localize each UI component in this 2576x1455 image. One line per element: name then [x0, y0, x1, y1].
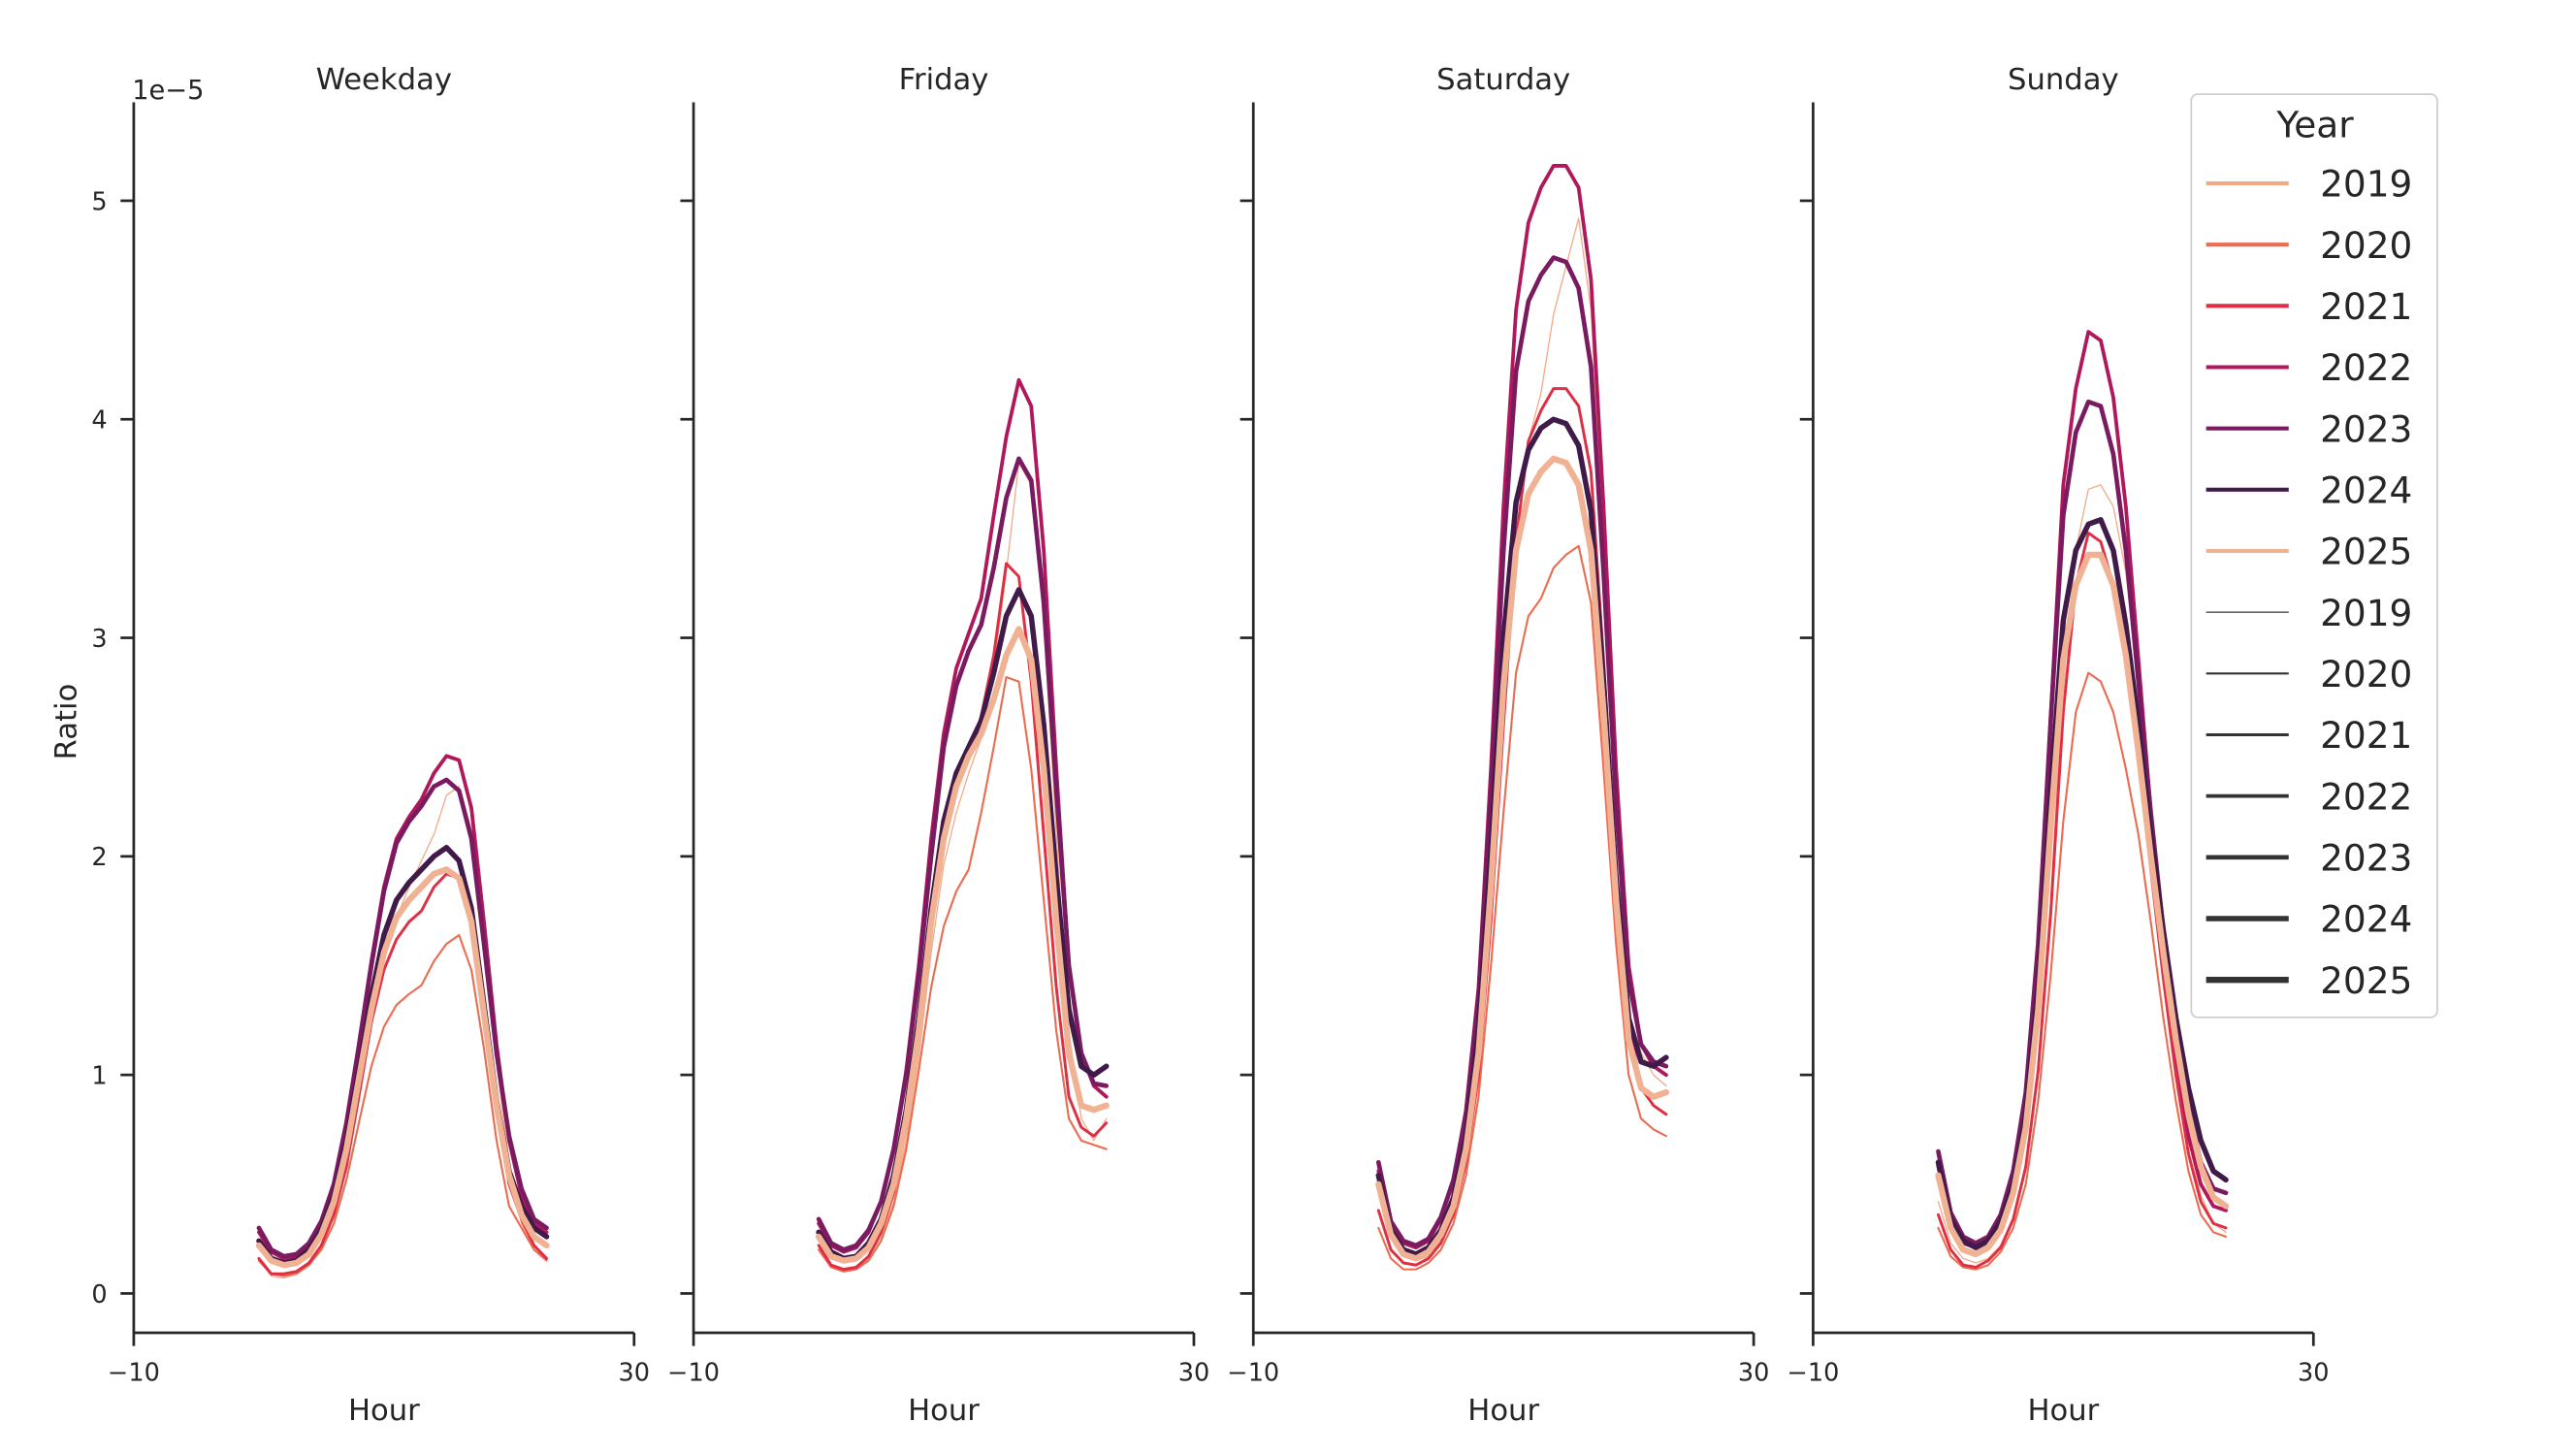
series-line-2019: [818, 462, 1108, 1273]
legend-label: 2020: [2320, 224, 2412, 267]
x-tick-label: −10: [108, 1358, 160, 1387]
series-line-2024: [1935, 517, 2229, 1250]
legend-label: 2019: [2320, 163, 2412, 206]
x-tick-label: −10: [667, 1358, 720, 1387]
series-line-2025: [255, 866, 550, 1269]
legend-label: 2021: [2320, 285, 2412, 328]
series-line-2025: [1375, 455, 1670, 1262]
y-tick-label: 3: [91, 625, 107, 654]
x-tick-label: −10: [1227, 1358, 1279, 1387]
x-tick-label: −10: [1787, 1358, 1839, 1387]
panel-title: Saturday: [1436, 63, 1570, 97]
x-axis-label: Hour: [348, 1394, 420, 1428]
series-line-2020: [1377, 544, 1667, 1271]
series-line-2025: [1935, 551, 2230, 1258]
legend-label: 2023: [2320, 836, 2412, 879]
x-axis-label: Hour: [2027, 1394, 2099, 1428]
legend-label: 2024: [2320, 469, 2412, 511]
series-line-2020: [1937, 671, 2228, 1271]
series-line-2023: [256, 777, 549, 1259]
legend-label: 2020: [2320, 653, 2412, 695]
legend-title: Year: [2275, 103, 2354, 146]
panel-title: Friday: [899, 63, 989, 97]
series-line-2025: [815, 626, 1110, 1264]
series-line-2021: [1936, 531, 2228, 1269]
axis-offset-label: 1e−5: [132, 76, 204, 106]
x-axis-label: Hour: [908, 1394, 980, 1428]
legend-label: 2021: [2320, 714, 2412, 757]
legend-label: 2022: [2320, 346, 2412, 389]
x-tick-label: 30: [619, 1358, 650, 1387]
panel-title: Weekday: [316, 63, 452, 97]
x-axis-label: Hour: [1467, 1394, 1539, 1428]
x-tick-label: 30: [2298, 1358, 2329, 1387]
x-tick-label: 30: [1738, 1358, 1769, 1387]
legend-label: 2022: [2320, 775, 2412, 818]
series-line-2020: [818, 676, 1108, 1273]
legend-frame: [2190, 93, 2438, 1018]
y-tick-label: 0: [91, 1280, 107, 1310]
legend-label: 2023: [2320, 407, 2412, 450]
legend-label: 2025: [2320, 531, 2412, 573]
series-line-2023: [816, 456, 1110, 1252]
facet-friday: Friday −10 30 Hour: [667, 63, 1209, 1428]
legend-label: 2025: [2320, 959, 2412, 1002]
y-tick-label: 1: [91, 1062, 107, 1091]
legend: Year 2019 2020 2021 2022 2023 2024 2025 2019 202…: [2190, 93, 2438, 1018]
y-tick-label: 5: [91, 187, 107, 216]
facet-saturday: Saturday −10 30 Hour: [1227, 63, 1769, 1428]
series-line-2020: [257, 933, 548, 1277]
y-tick-label: 4: [91, 406, 107, 436]
y-axis-label: Ratio: [49, 684, 83, 760]
series-line-2023: [1375, 255, 1669, 1248]
x-tick-label: 30: [1178, 1358, 1209, 1387]
panel-title: Sunday: [2008, 63, 2119, 97]
legend-label: 2024: [2320, 898, 2412, 941]
facet-sunday: Sunday −10 30 Hour: [1787, 63, 2329, 1428]
legend-label: 2019: [2320, 592, 2412, 634]
facet-weekday: Weekday 0 1 2 3 4 5 −10 30 Hour: [91, 63, 650, 1428]
y-tick-label: 2: [91, 843, 107, 872]
